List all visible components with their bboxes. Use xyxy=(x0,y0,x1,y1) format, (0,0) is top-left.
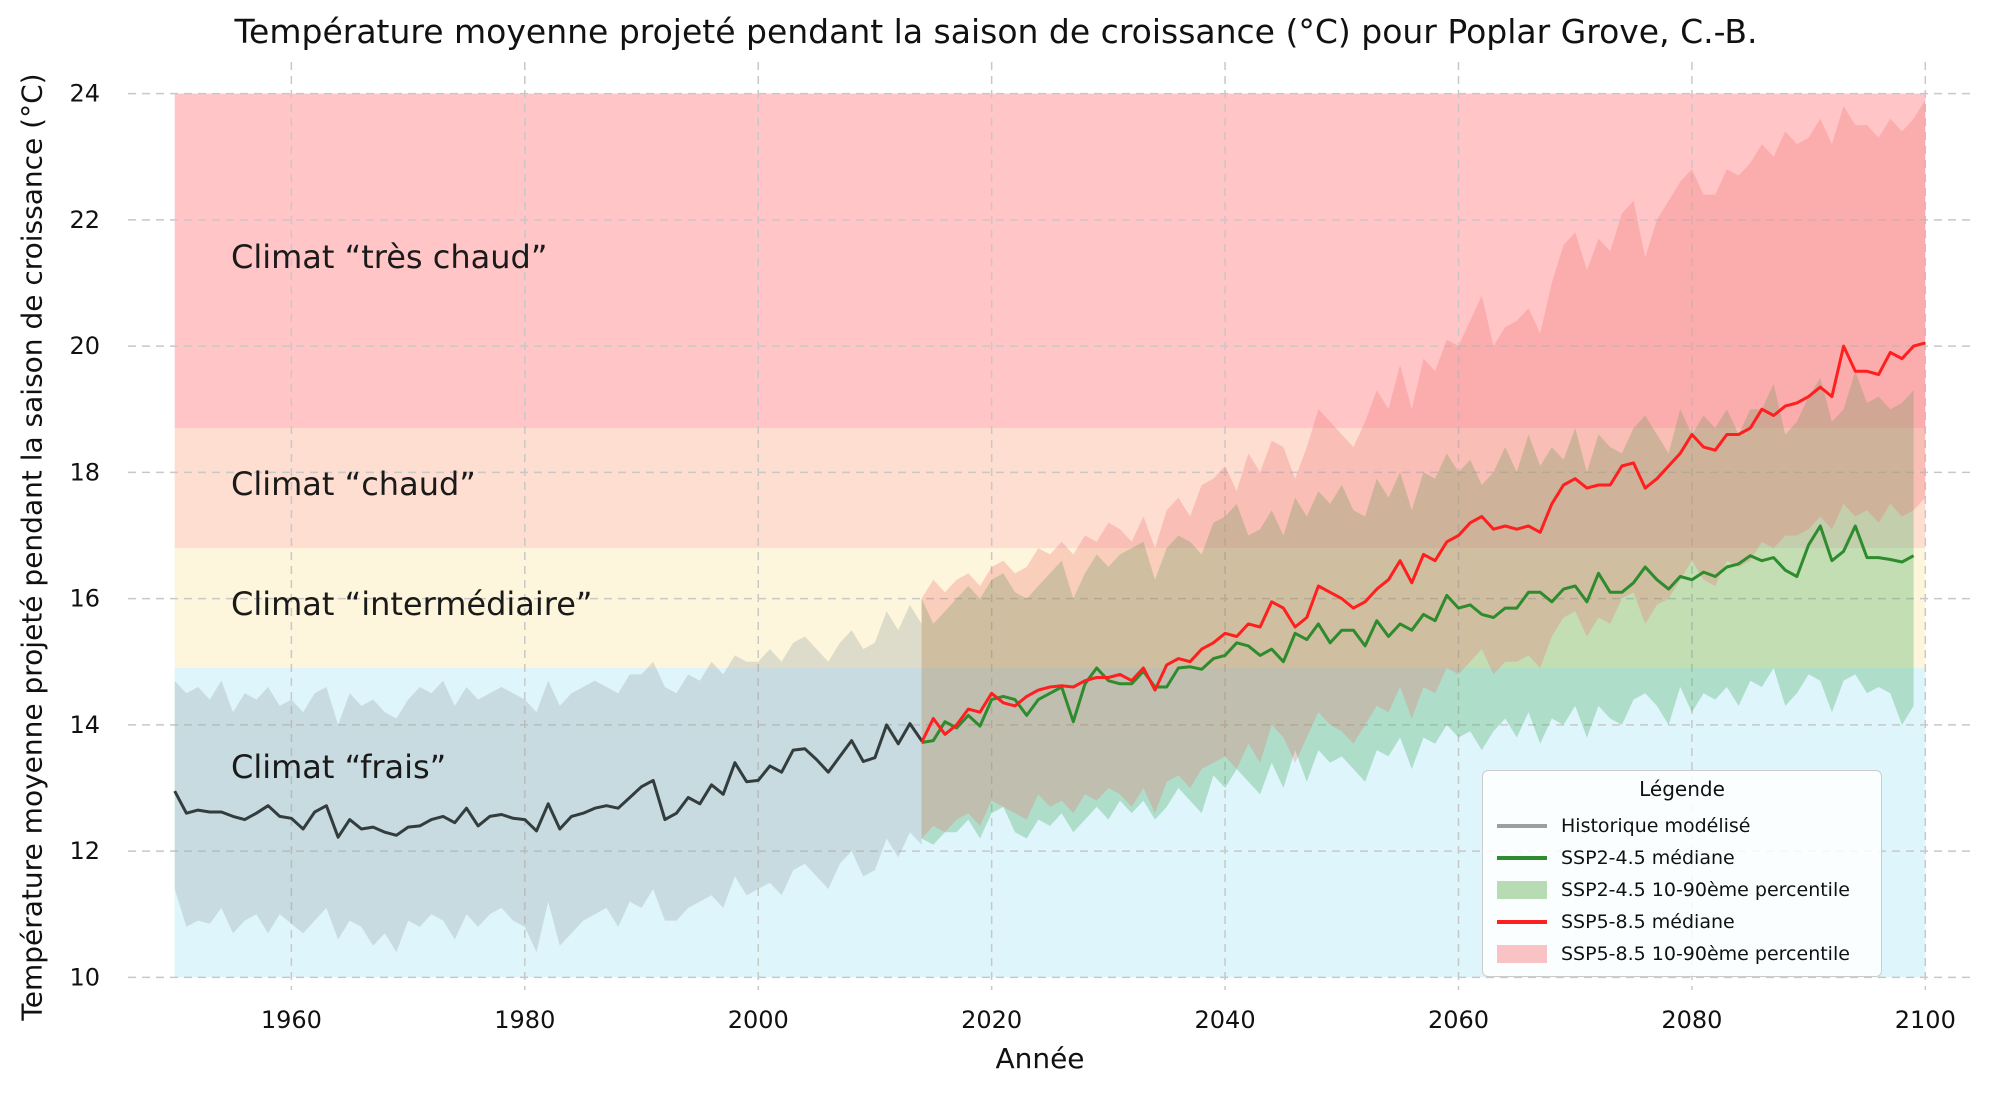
zone-band-1 xyxy=(174,428,1926,549)
band-series-2 xyxy=(921,99,1926,839)
zone-label-frais: Climat “frais” xyxy=(231,748,447,786)
legend-item-historical: Historique modélisé xyxy=(1497,811,1751,841)
gridlines xyxy=(128,62,1972,990)
line-series-0 xyxy=(173,722,923,839)
y-tick-label-22: 22 xyxy=(69,206,100,234)
legend-item-ssp585-median: SSP5-8.5 médiane xyxy=(1497,907,1735,937)
zone-band-2 xyxy=(174,548,1926,669)
median-lines xyxy=(173,341,1926,839)
x-tick-label-2080: 2080 xyxy=(1661,1006,1722,1034)
zone-band-0 xyxy=(174,93,1926,429)
zone-label-intermediaire: Climat “intermédiaire” xyxy=(231,585,593,623)
legend-label-ssp245-median: SSP2-4.5 médiane xyxy=(1561,847,1735,869)
legend-swatch-ssp585-band xyxy=(1497,945,1547,963)
legend-label-ssp585-band: SSP5-8.5 10-90ème percentile xyxy=(1561,943,1850,965)
legend-label-ssp585-median: SSP5-8.5 médiane xyxy=(1561,911,1735,933)
line-series-2 xyxy=(920,341,1926,744)
legend-swatch-ssp245-median xyxy=(1497,856,1547,860)
legend-label-historical: Historique modélisé xyxy=(1561,815,1751,837)
y-tick-label-14: 14 xyxy=(69,711,100,739)
x-tick-label-1960: 1960 xyxy=(261,1006,322,1034)
percentile-bands xyxy=(174,99,1926,953)
legend-swatch-ssp585-median xyxy=(1497,920,1547,924)
legend-item-ssp585-band: SSP5-8.5 10-90ème percentile xyxy=(1497,939,1850,969)
y-tick-label-16: 16 xyxy=(69,585,100,613)
legend-swatch-historical xyxy=(1497,824,1547,828)
zone-label-tres-chaud: Climat “très chaud” xyxy=(231,238,548,276)
climate-zones xyxy=(174,93,1926,978)
x-axis-label: Année xyxy=(995,1042,1085,1075)
x-tick-label-2000: 2000 xyxy=(728,1006,789,1034)
x-tick-label-1980: 1980 xyxy=(494,1006,555,1034)
band-series-1 xyxy=(921,371,1914,845)
y-tick-label-24: 24 xyxy=(69,80,100,108)
y-axis-label: Température moyenne projeté pendant la s… xyxy=(15,73,49,1021)
legend-item-ssp245-band: SSP2-4.5 10-90ème percentile xyxy=(1497,875,1850,905)
x-tick-label-2020: 2020 xyxy=(961,1006,1022,1034)
chart-title: Température moyenne projeté pendant la s… xyxy=(234,12,1758,51)
zone-label-chaud: Climat “chaud” xyxy=(231,465,476,503)
x-tick-label-2060: 2060 xyxy=(1428,1006,1489,1034)
y-tick-label-18: 18 xyxy=(69,458,100,486)
y-tick-label-12: 12 xyxy=(69,837,100,865)
legend: Légende Historique modélisé SSP2-4.5 méd… xyxy=(1482,770,1882,977)
tick-labels: 1960 1980 2000 2020 2040 2060 2080 2100 10 12 14 16… xyxy=(69,80,1955,1034)
legend-title: Légende xyxy=(1639,777,1725,801)
x-tick-label-2040: 2040 xyxy=(1195,1006,1256,1034)
band-series-0 xyxy=(174,604,922,953)
legend-item-ssp245-median: SSP2-4.5 médiane xyxy=(1497,843,1735,873)
legend-swatch-ssp245-band xyxy=(1497,881,1547,899)
x-tick-label-2100: 2100 xyxy=(1895,1006,1956,1034)
legend-label-ssp245-band: SSP2-4.5 10-90ème percentile xyxy=(1561,879,1850,901)
y-tick-label-10: 10 xyxy=(69,963,100,991)
y-tick-label-20: 20 xyxy=(69,332,100,360)
